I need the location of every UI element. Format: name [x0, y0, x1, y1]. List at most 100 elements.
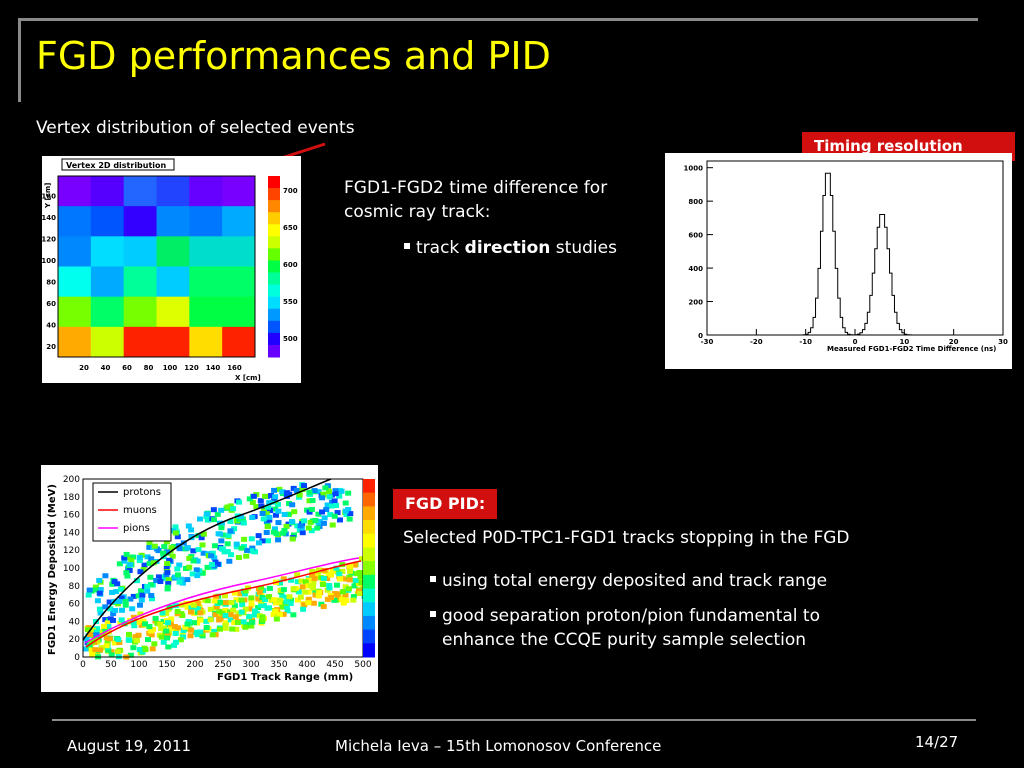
pid-cell [323, 506, 330, 512]
pid-cell [165, 577, 172, 583]
pid-cell [186, 564, 193, 570]
pid-cell [182, 566, 189, 572]
pid-ytick: 160 [63, 511, 80, 521]
pid-cell [242, 624, 249, 630]
pid-cell [138, 597, 145, 603]
vertex-zscale-band [268, 272, 280, 286]
vertex-zscale-band [268, 188, 280, 201]
pid-cell [215, 531, 222, 537]
vertex-cell [123, 326, 157, 358]
pid-cell [314, 574, 321, 580]
pid-cell [347, 577, 354, 583]
pid-cell [164, 635, 171, 641]
pid-cell [301, 602, 308, 608]
vertex-xtick: 140 [206, 364, 221, 372]
pid-cell [211, 598, 218, 604]
pid-cell [358, 556, 365, 562]
pid-ytick: 140 [63, 528, 80, 538]
pid-cell [163, 565, 170, 571]
pid-cell [208, 561, 215, 567]
pid-cell [197, 516, 204, 522]
vertex-cell [222, 236, 256, 267]
timing-ytick: 200 [688, 299, 703, 307]
pid-xtick: 0 [80, 660, 86, 670]
pid-cell [135, 632, 142, 638]
pid-cell [263, 530, 270, 536]
pid-cell [265, 538, 272, 544]
pid-cell [227, 612, 234, 618]
pid-cell [351, 562, 358, 568]
pid-cell [307, 519, 314, 525]
pid-cell [188, 527, 195, 533]
pid-cell [104, 620, 111, 626]
pid-cell [324, 575, 331, 581]
vertex-cell [156, 326, 190, 358]
timing-xtick: -10 [799, 338, 812, 346]
pid-cell [218, 546, 225, 552]
pid-cell [258, 602, 265, 608]
pid-cell [320, 576, 327, 582]
pid-cell [335, 594, 342, 600]
pid-cell [290, 532, 297, 538]
pid-cell [187, 609, 194, 615]
vertex-cell [123, 236, 157, 267]
pid-cell [151, 543, 158, 549]
pid-cell [258, 585, 265, 591]
pid-cell [228, 552, 235, 558]
pid-cell [164, 570, 171, 576]
pid-cell [144, 637, 151, 643]
pid-cell [179, 602, 186, 608]
pid-cell [127, 596, 134, 602]
pid-cell [287, 601, 294, 607]
pid-cell [345, 586, 352, 592]
pid-cell [336, 571, 343, 577]
pid-bullet-2-text: good separation proton/pion fundamental … [442, 606, 820, 626]
pid-cell [197, 617, 204, 623]
pid-cell [328, 503, 335, 509]
pid-cell [136, 647, 143, 653]
pid-cell [109, 581, 116, 587]
pid-cell [180, 627, 187, 633]
pid-cell [124, 573, 131, 579]
pid-cell [131, 623, 138, 629]
pid-cell [209, 550, 216, 556]
pid-cell [249, 514, 256, 520]
pid-cell [315, 489, 322, 495]
pid-cell [174, 609, 181, 615]
pid-zscale-band [363, 629, 375, 644]
vertex-cell [123, 206, 157, 237]
pid-cell [227, 528, 234, 534]
pid-cell [281, 512, 288, 518]
pid-cell [161, 544, 168, 550]
pid-cell [247, 548, 254, 554]
pid-cell [245, 613, 252, 619]
pid-cell [111, 579, 118, 585]
pid-cell [276, 612, 283, 618]
pid-cell [302, 589, 309, 595]
pid-cell [176, 546, 183, 552]
bullet-icon [404, 243, 410, 249]
pid-cell [358, 579, 365, 585]
pid-cell [149, 646, 156, 652]
pid-cell [96, 590, 103, 596]
pid-cell [130, 554, 137, 560]
pid-cell [184, 604, 191, 610]
pid-cell [336, 493, 343, 499]
pid-cell [148, 592, 155, 598]
pid-cell [236, 499, 243, 505]
pid-cell [243, 547, 250, 553]
vertex-cell [156, 296, 190, 328]
pid-cell [263, 511, 270, 517]
pid-cell [164, 632, 171, 638]
pid-cell [324, 596, 331, 602]
pid-cell [262, 493, 269, 499]
pid-cell [166, 557, 173, 563]
pid-cell [305, 525, 312, 531]
pid-cell [193, 567, 200, 573]
pid-cell [168, 545, 175, 551]
pid-cell [272, 608, 279, 614]
pid-cell [238, 545, 245, 551]
vertex-plot: Vertex 2D distribution 700 650 600 550 500 Y… [41, 156, 301, 383]
pid-cell [182, 624, 189, 630]
pid-zscale-band [363, 615, 375, 631]
